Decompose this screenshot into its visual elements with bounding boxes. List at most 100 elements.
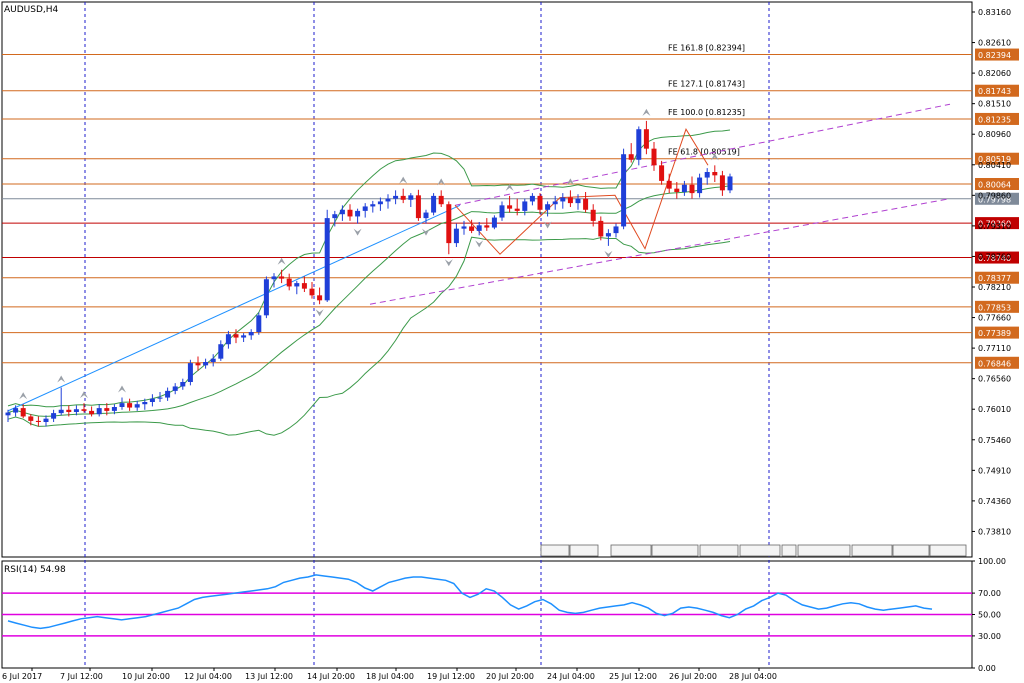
bull-candle [5,412,11,416]
session-box [892,544,930,557]
bear-candle [719,175,725,191]
fractal-up-arrow [437,178,446,186]
fib-extension-label: FE 161.8 [0.82394] [668,44,745,53]
time-tick-label: 20 Jul 20:00 [486,672,534,681]
bull-candle [385,198,391,202]
bear-candle [28,416,34,421]
bear-candle [537,195,543,210]
bear-candle [400,195,406,200]
bull-candle [522,201,528,211]
price-tick-label: 0.81510 [978,100,1011,109]
price-tick-label: 0.79860 [978,191,1011,200]
channel-upper-line [454,103,951,206]
fractal-down-arrow [444,259,453,267]
bear-candle [507,205,513,209]
bear-candle [712,172,718,176]
price-tick-label: 0.78760 [978,252,1011,261]
time-tick-label: 7 Jul 12:00 [60,672,103,681]
bear-candle [446,204,452,244]
bear-candle [233,334,239,338]
level-price-badge [975,152,1019,165]
channel-lower-line [369,198,951,305]
session-box [781,544,797,557]
time-tick-label: 12 Jul 04:00 [184,672,232,681]
level-price-label: 0.79360 [978,220,1011,229]
bull-candle [727,176,733,191]
price-tick-label: 0.73810 [978,527,1011,536]
bull-candle [225,334,231,345]
fractal-down-arrow [543,221,552,229]
fractal-down-arrow [315,309,324,317]
bull-candle [560,197,566,202]
bull-candle [172,386,178,391]
level-price-label: 0.77853 [978,303,1011,312]
fractal-up-arrow [118,385,126,393]
bull-candle [180,382,186,387]
current-price-badge [975,192,1019,205]
session-box [569,544,599,557]
bear-candle [659,165,665,181]
session-box [851,544,893,557]
time-tick-label: 25 Jul 12:00 [609,672,657,681]
grid-layer [1,1,973,669]
bull-candle [552,201,558,205]
bull-candle [73,409,79,412]
bear-candle [20,408,26,417]
bull-candle [362,206,368,211]
session-box [540,544,570,557]
price-tick-label: 0.82610 [978,39,1011,48]
bear-candle [89,410,95,415]
bull-candle [149,398,155,402]
session-box [651,544,699,557]
price-tick-label: 0.76560 [978,375,1011,384]
bull-candle [393,195,399,199]
bull-candle [324,218,330,301]
bollinger-upper [7,129,731,408]
bull-candle [613,226,619,234]
bull-candle [545,204,551,210]
session-box [797,544,851,557]
bear-candle [81,409,87,411]
bear-candle [469,226,475,231]
level-price-badge [975,326,1019,339]
candles-layer [5,120,733,427]
bull-candle [294,283,300,287]
bull-candle [636,129,642,160]
fractals-layer [19,108,719,400]
bull-candle [187,363,193,382]
bull-candle [423,212,429,219]
bear-candle [438,195,444,205]
bull-candle [499,205,505,218]
bear-candle [598,220,604,237]
price-tick-label: 0.83160 [978,8,1011,17]
level-price-badge [975,112,1019,125]
bull-candle [271,276,277,280]
price-tick-label: 0.78210 [978,283,1011,292]
bear-candle [514,208,520,211]
price-tick-label: 0.79310 [978,222,1011,231]
time-tick-label: 19 Jul 12:00 [427,672,475,681]
time-tick-label: 6 Jul 2017 [2,672,42,681]
bull-candle [256,315,262,332]
level-price-badge [975,84,1019,97]
bull-candle [575,198,581,204]
trend-line [7,204,461,412]
rsi-tick-label: 30.00 [978,632,1001,641]
time-tick-label: 26 Jul 20:00 [669,672,717,681]
fractal-up-arrow [566,178,575,186]
bull-candle [697,177,703,194]
rsi-line [7,574,933,630]
bull-candle [119,403,125,407]
bull-candle [355,210,361,217]
bull-candle [370,204,376,207]
time-tick-label: 14 Jul 20:00 [307,672,355,681]
bull-candle [203,362,209,366]
fractal-down-arrow [475,240,484,248]
price-tick-label: 0.74910 [978,466,1011,475]
bollinger-lower [7,236,731,436]
rsi-tick-label: 50.00 [978,611,1001,620]
price-tick-label: 0.82060 [978,69,1011,78]
session-box [699,544,739,557]
